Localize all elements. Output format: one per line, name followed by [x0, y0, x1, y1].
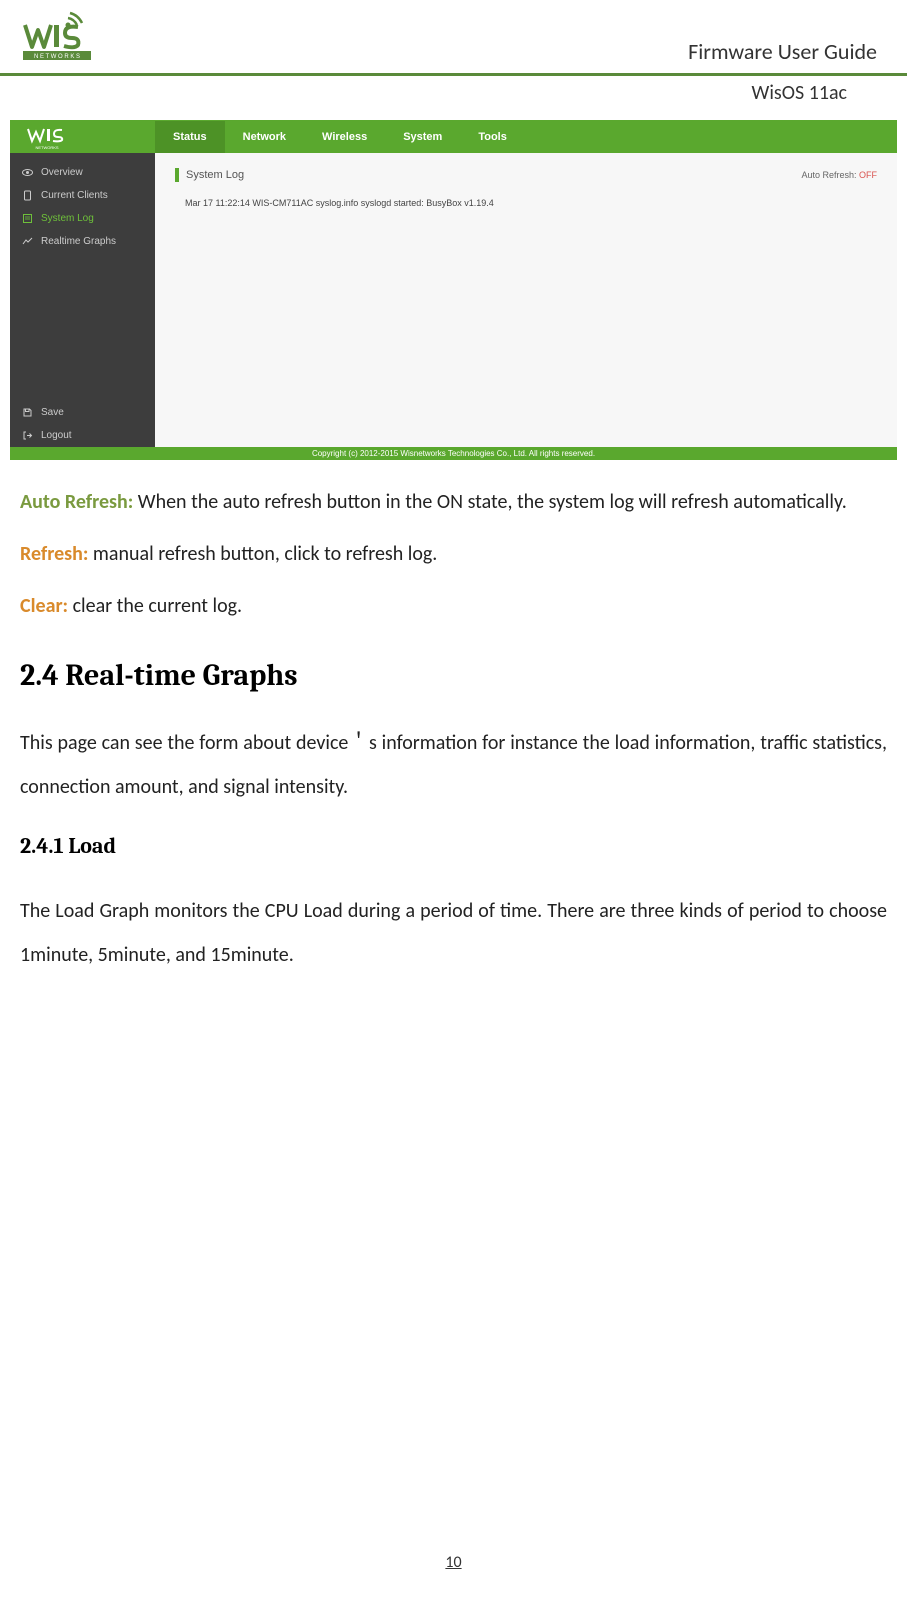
nav-system[interactable]: System [385, 121, 460, 153]
sidebar-item-overview[interactable]: Overview [10, 161, 155, 184]
panel-title: System Log [175, 168, 244, 182]
term-auto-refresh: Auto Refresh: [20, 490, 133, 514]
screenshot-body: Overview Current Clients System Log Real… [10, 153, 897, 447]
main-panel: System Log Auto Refresh: OFF Mar 17 11:2… [155, 153, 897, 447]
svg-text:NETWORKS: NETWORKS [35, 145, 58, 150]
topbar-logo: NETWORKS [25, 123, 155, 151]
para-2-4-1: The Load Graph monitors the CPU Load dur… [20, 889, 887, 977]
panel-title-text: System Log [186, 169, 244, 181]
sidebar-item-label: Current Clients [41, 190, 108, 201]
logout-icon [22, 430, 33, 441]
nav-tools[interactable]: Tools [460, 121, 525, 153]
autorefresh-label: Auto Refresh: [801, 170, 856, 180]
term-clear: Clear: [20, 594, 68, 618]
save-icon [22, 407, 33, 418]
wis-logo-small-icon: NETWORKS [25, 123, 70, 151]
sidebar-item-label: System Log [41, 213, 94, 224]
nav-wireless[interactable]: Wireless [304, 121, 385, 153]
text-auto-refresh: When the auto refresh button in the ON s… [133, 490, 846, 514]
screenshot-footer: Copyright (c) 2012-2015 Wisnetworks Tech… [10, 447, 897, 460]
panel-header: System Log Auto Refresh: OFF [175, 168, 877, 192]
document-title: Firmware User Guide [688, 38, 877, 65]
document-subtitle: WisOS 11ac [0, 76, 907, 120]
wis-logo-icon: N E T W O R K S [20, 5, 95, 65]
para-clear: Clear: clear the current log. [20, 584, 887, 628]
ui-screenshot: NETWORKS Status Network Wireless System … [10, 120, 897, 460]
sidebar-spacer [10, 253, 155, 401]
device-icon [22, 190, 33, 201]
sidebar-item-label: Logout [41, 430, 72, 441]
sidebar: Overview Current Clients System Log Real… [10, 153, 155, 447]
sidebar-item-clients[interactable]: Current Clients [10, 184, 155, 207]
term-refresh: Refresh: [20, 542, 88, 566]
sidebar-item-systemlog[interactable]: System Log [10, 207, 155, 230]
autorefresh-toggle[interactable]: Auto Refresh: OFF [801, 170, 877, 180]
sidebar-item-graphs[interactable]: Realtime Graphs [10, 230, 155, 253]
text-clear: clear the current log. [68, 594, 242, 618]
brand-logo: N E T W O R K S [20, 5, 95, 65]
nav-network[interactable]: Network [225, 121, 304, 153]
graph-icon [22, 236, 33, 247]
autorefresh-state: OFF [859, 170, 877, 180]
logo-subtext: N E T W O R K S [34, 54, 80, 60]
page-header: N E T W O R K S Firmware User Guide [0, 0, 907, 76]
para-refresh: Refresh: manual refresh button, click to… [20, 532, 887, 576]
sidebar-item-label: Overview [41, 167, 83, 178]
heading-2-4-1: 2.4.1 Load [20, 833, 887, 859]
sidebar-item-label: Save [41, 407, 64, 418]
document-content: Auto Refresh: When the auto refresh butt… [0, 460, 907, 977]
page-number: 10 [0, 1553, 907, 1572]
sidebar-item-logout[interactable]: Logout [10, 424, 155, 447]
eye-icon [22, 167, 33, 178]
nav-status[interactable]: Status [155, 121, 225, 153]
para-2-4: This page can see the form about device＇… [20, 721, 887, 809]
title-accent-bar [175, 168, 179, 182]
log-entry: Mar 17 11:22:14 WIS-CM711AC syslog.info … [175, 192, 877, 208]
heading-2-4: 2.4 Real-time Graphs [20, 658, 887, 693]
text-refresh: manual refresh button, click to refresh … [88, 542, 437, 566]
log-icon [22, 213, 33, 224]
para-auto-refresh: Auto Refresh: When the auto refresh butt… [20, 480, 887, 524]
sidebar-item-save[interactable]: Save [10, 401, 155, 424]
top-nav: Status Network Wireless System Tools [155, 121, 525, 153]
topbar: NETWORKS Status Network Wireless System … [10, 120, 897, 153]
sidebar-item-label: Realtime Graphs [41, 236, 116, 247]
